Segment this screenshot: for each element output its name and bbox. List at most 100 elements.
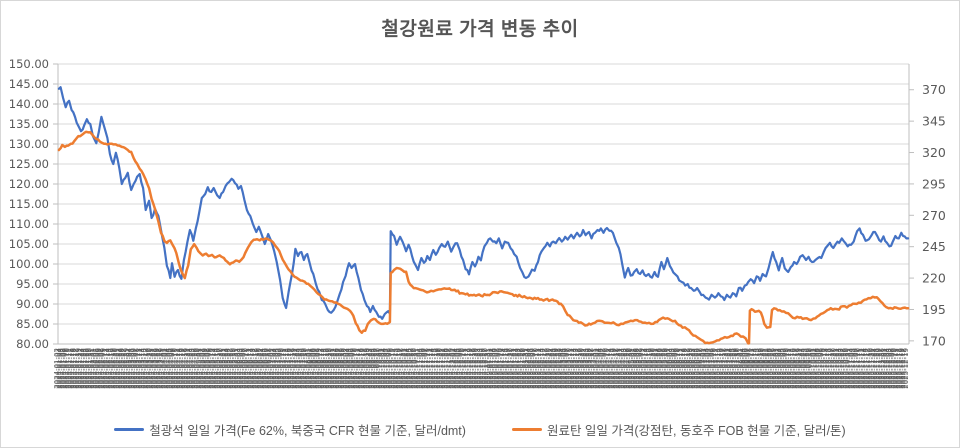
svg-text:2024-07-16: 2024-07-16 <box>285 347 293 388</box>
svg-text:295: 295 <box>922 176 946 191</box>
svg-text:2024-02-16: 2024-02-16 <box>107 347 115 388</box>
svg-text:2024-04-04: 2024-04-04 <box>164 347 172 388</box>
svg-text:2024-08-26: 2024-08-26 <box>333 347 341 388</box>
svg-text:2024-12-04: 2024-12-04 <box>452 347 460 388</box>
svg-text:2024-02-02: 2024-02-02 <box>91 348 99 389</box>
svg-text:2025-03-13: 2025-03-13 <box>569 348 577 389</box>
svg-text:245: 245 <box>922 239 946 254</box>
svg-text:2024-08-09: 2024-08-09 <box>314 348 322 389</box>
svg-text:2024-01-23: 2024-01-23 <box>78 348 86 389</box>
svg-text:2025-06-23: 2025-06-23 <box>689 348 697 389</box>
svg-text:2024-07-29: 2024-07-29 <box>300 348 308 389</box>
svg-text:2025-12-11: 2025-12-11 <box>892 348 900 389</box>
svg-text:2024-05-31: 2024-05-31 <box>232 348 240 389</box>
svg-text:2024-12-13: 2024-12-13 <box>463 348 471 389</box>
svg-text:2025-12-02: 2025-12-02 <box>881 348 889 389</box>
svg-text:2025-03-03: 2025-03-03 <box>556 348 564 389</box>
svg-text:2025-08-18: 2025-08-18 <box>755 348 763 389</box>
svg-text:2024-01-09: 2024-01-09 <box>61 348 69 389</box>
svg-text:2025-03-27: 2025-03-27 <box>586 348 594 389</box>
svg-text:2024-01-12: 2024-01-12 <box>66 348 74 389</box>
svg-text:2025-05-01: 2025-05-01 <box>627 348 635 389</box>
svg-text:2024-06-04: 2024-06-04 <box>235 347 243 388</box>
svg-text:2024-04-22: 2024-04-22 <box>184 348 192 389</box>
svg-text:2024-08-12: 2024-08-12 <box>316 348 324 389</box>
svg-text:2024-08-05: 2024-08-05 <box>308 348 316 389</box>
svg-text:2025-07-24: 2025-07-24 <box>727 347 735 388</box>
svg-text:2025-07-09: 2025-07-09 <box>708 348 716 389</box>
svg-text:2024-10-15: 2024-10-15 <box>392 348 400 389</box>
svg-text:2024-04-30: 2024-04-30 <box>194 348 202 389</box>
svg-text:2024-09-10: 2024-09-10 <box>351 348 359 389</box>
svg-text:2025-12-16: 2025-12-16 <box>897 347 905 388</box>
svg-text:2024-03-12: 2024-03-12 <box>136 348 144 389</box>
svg-text:2025-01-15: 2025-01-15 <box>502 348 510 389</box>
svg-text:2024-10-25: 2024-10-25 <box>405 348 413 389</box>
svg-text:2024-02-08: 2024-02-08 <box>98 348 106 389</box>
svg-text:2024-12-06: 2024-12-06 <box>455 347 463 388</box>
svg-text:2024-06-24: 2024-06-24 <box>258 347 266 388</box>
svg-text:2025-01-17: 2025-01-17 <box>505 348 513 389</box>
svg-text:2024-06-28: 2024-06-28 <box>265 348 273 389</box>
chart-title: 철강원료 가격 변동 추이 <box>381 19 579 40</box>
svg-text:2024-03-15: 2024-03-15 <box>141 348 149 389</box>
svg-text:2025-08-26: 2025-08-26 <box>765 347 773 388</box>
svg-text:2024-03-29: 2024-03-29 <box>157 348 165 389</box>
svg-text:2024-06-10: 2024-06-10 <box>242 348 250 389</box>
svg-text:2024-04-23: 2024-04-23 <box>185 348 193 389</box>
svg-text:2025-08-21: 2025-08-21 <box>760 348 768 389</box>
svg-text:2024-04-01: 2024-04-01 <box>159 348 167 389</box>
svg-text:2024-10-22: 2024-10-22 <box>401 348 409 389</box>
svg-text:2024-04-24: 2024-04-24 <box>187 347 195 388</box>
svg-text:2024-04-15: 2024-04-15 <box>175 348 183 389</box>
svg-text:2025-05-14: 2025-05-14 <box>642 347 650 388</box>
svg-text:2025-06-16: 2025-06-16 <box>680 347 688 388</box>
svg-text:2024-10-11: 2024-10-11 <box>389 348 397 389</box>
svg-text:2024-01-29: 2024-01-29 <box>84 348 92 389</box>
svg-text:2025-03-25: 2025-03-25 <box>583 348 591 389</box>
svg-text:2025-08-20: 2025-08-20 <box>758 348 766 389</box>
svg-text:2024-06-26: 2024-06-26 <box>261 347 269 388</box>
svg-text:2025-01-13: 2025-01-13 <box>498 348 506 389</box>
svg-text:2024-11-18: 2024-11-18 <box>432 348 440 389</box>
svg-text:2025-08-27: 2025-08-27 <box>766 348 774 389</box>
svg-text:2024-11-06: 2024-11-06 <box>419 347 427 388</box>
svg-text:2025-07-29: 2025-07-29 <box>732 348 740 389</box>
svg-text:2024-08-16: 2024-08-16 <box>323 347 331 388</box>
svg-text:2025-11-19: 2025-11-19 <box>866 348 874 389</box>
svg-text:2024-09-11: 2024-09-11 <box>353 348 361 389</box>
svg-text:2024-02-22: 2024-02-22 <box>114 348 122 389</box>
svg-text:2024-01-30: 2024-01-30 <box>86 348 94 389</box>
svg-text:2024-09-23: 2024-09-23 <box>366 348 374 389</box>
svg-text:2025-01-29: 2025-01-29 <box>518 348 526 389</box>
svg-text:2024-11-25: 2024-11-25 <box>440 348 448 389</box>
svg-text:2025-03-20: 2025-03-20 <box>578 348 586 389</box>
svg-text:2024-05-07: 2024-05-07 <box>202 348 210 389</box>
svg-text:2025-07-15: 2025-07-15 <box>715 348 723 389</box>
svg-text:2024-10-24: 2024-10-24 <box>404 347 412 388</box>
svg-text:2025-06-30: 2025-06-30 <box>697 348 705 389</box>
svg-text:2025-10-20: 2025-10-20 <box>829 348 837 389</box>
svg-text:2024-11-28: 2024-11-28 <box>445 348 453 389</box>
svg-text:2024-02-12: 2024-02-12 <box>101 348 109 389</box>
svg-text:2025-07-10: 2025-07-10 <box>710 348 718 389</box>
svg-text:2024-01-24: 2024-01-24 <box>79 347 87 388</box>
svg-text:2024-07-24: 2024-07-24 <box>295 347 303 388</box>
svg-text:2025-11-21: 2025-11-21 <box>869 348 877 389</box>
svg-text:2024-05-14: 2024-05-14 <box>210 347 218 388</box>
svg-text:2024-11-08: 2024-11-08 <box>422 348 430 389</box>
svg-text:2025-11-03: 2025-11-03 <box>846 348 854 389</box>
svg-text:2024-12-10: 2024-12-10 <box>458 348 466 389</box>
svg-text:2025-06-17: 2025-06-17 <box>682 348 690 389</box>
svg-text:2025-06-11: 2025-06-11 <box>675 348 683 389</box>
svg-text:2025-06-04: 2025-06-04 <box>667 347 675 388</box>
svg-text:2024-10-31: 2024-10-31 <box>412 348 420 389</box>
svg-text:2025-08-04: 2025-08-04 <box>738 347 746 388</box>
svg-text:2024-05-20: 2024-05-20 <box>217 348 225 389</box>
svg-text:2024-01-05: 2024-01-05 <box>58 348 66 389</box>
svg-text:2024-09-04: 2024-09-04 <box>344 347 352 388</box>
svg-text:2025-08-15: 2025-08-15 <box>753 348 761 389</box>
svg-text:2025-01-06: 2025-01-06 <box>490 347 498 388</box>
svg-text:2024-12-11: 2024-12-11 <box>460 348 468 389</box>
svg-text:2025-02-20: 2025-02-20 <box>545 348 553 389</box>
